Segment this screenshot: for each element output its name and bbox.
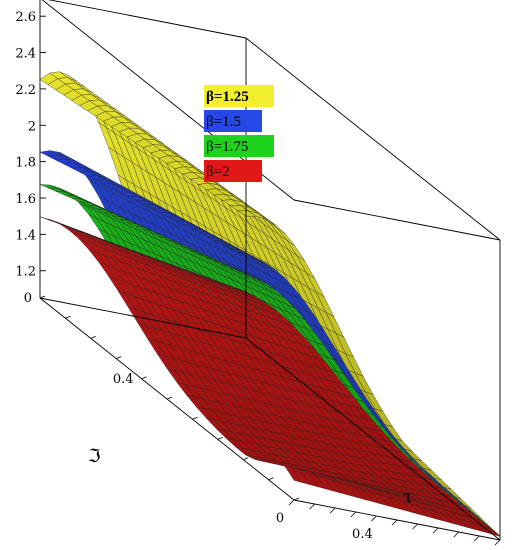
surface-β=2 [39, 216, 501, 537]
y-tick-label: 0.4 [113, 372, 134, 387]
surface-patch [237, 210, 257, 217]
x-tick-mark [350, 511, 357, 518]
x-tick-mark [371, 515, 377, 522]
z-tick-label: 1.2 [15, 265, 36, 280]
legend-entry: β=1.75 [206, 139, 248, 155]
z-tick-label: 1.8 [15, 156, 36, 171]
box-edge [47, 0, 247, 39]
legend-swatch [204, 85, 274, 107]
z-tick-label: 2 [28, 119, 36, 134]
y-tick-mark [268, 477, 274, 481]
x-tick-mark [474, 535, 480, 542]
legend-swatch [204, 160, 262, 182]
x-tick-mark [453, 531, 460, 538]
y-tick-mark [39, 295, 46, 299]
x-tick-mark [494, 539, 501, 546]
box-edge [245, 37, 501, 241]
surface-layer [39, 71, 501, 537]
y-tick-mark [217, 437, 223, 440]
x-tick-mark [288, 499, 295, 506]
y-tick-label: 0 [24, 291, 32, 306]
box-edge [293, 199, 501, 241]
legend-swatch [204, 135, 274, 157]
y-axis-label: ℑ [88, 446, 101, 467]
y-tick-mark [293, 497, 300, 501]
legend: β=1.25 β=1.5 β=1.75 β=2 [204, 85, 274, 182]
z-tick-label: 1.4 [15, 228, 36, 243]
x-tick-mark [309, 503, 315, 510]
x-tick-label: 0 [276, 511, 284, 526]
z-tick-label: 2.4 [15, 47, 36, 62]
box-edge [245, 337, 501, 541]
y-tick-mark [116, 356, 122, 359]
x-tick-mark [432, 527, 439, 534]
z-tick-label: 1.6 [15, 192, 36, 207]
z-tick-label: 2.2 [15, 83, 36, 98]
y-tick-mark [192, 416, 198, 420]
x-tick-mark [329, 507, 336, 514]
surface-patch [238, 270, 256, 278]
legend-entry: β=1.25 [206, 89, 249, 105]
legend-entry: β=1.5 [206, 114, 241, 130]
surface-patch [238, 288, 256, 297]
y-tick-mark [166, 396, 173, 400]
y-tick-mark [65, 315, 71, 319]
surface-patch [238, 251, 256, 259]
legend-entry: β=2 [206, 164, 230, 180]
legend-swatch [204, 110, 262, 132]
x-tick-mark [391, 519, 398, 526]
x-axis-label: τ [403, 486, 413, 507]
y-tick-mark [90, 336, 96, 339]
y-tick-mark [243, 457, 249, 460]
box-edge [39, 297, 247, 339]
axis-ticks: 1.2 1.4 1.6 1.8 2 2.2 2.4 2.6 0 0.4 0 0.4 [15, 10, 501, 546]
y-tick-mark [141, 376, 147, 380]
x-tick-mark [412, 523, 418, 530]
x-tick-label: 0.4 [352, 527, 373, 542]
z-tick-label: 2.6 [15, 10, 36, 25]
